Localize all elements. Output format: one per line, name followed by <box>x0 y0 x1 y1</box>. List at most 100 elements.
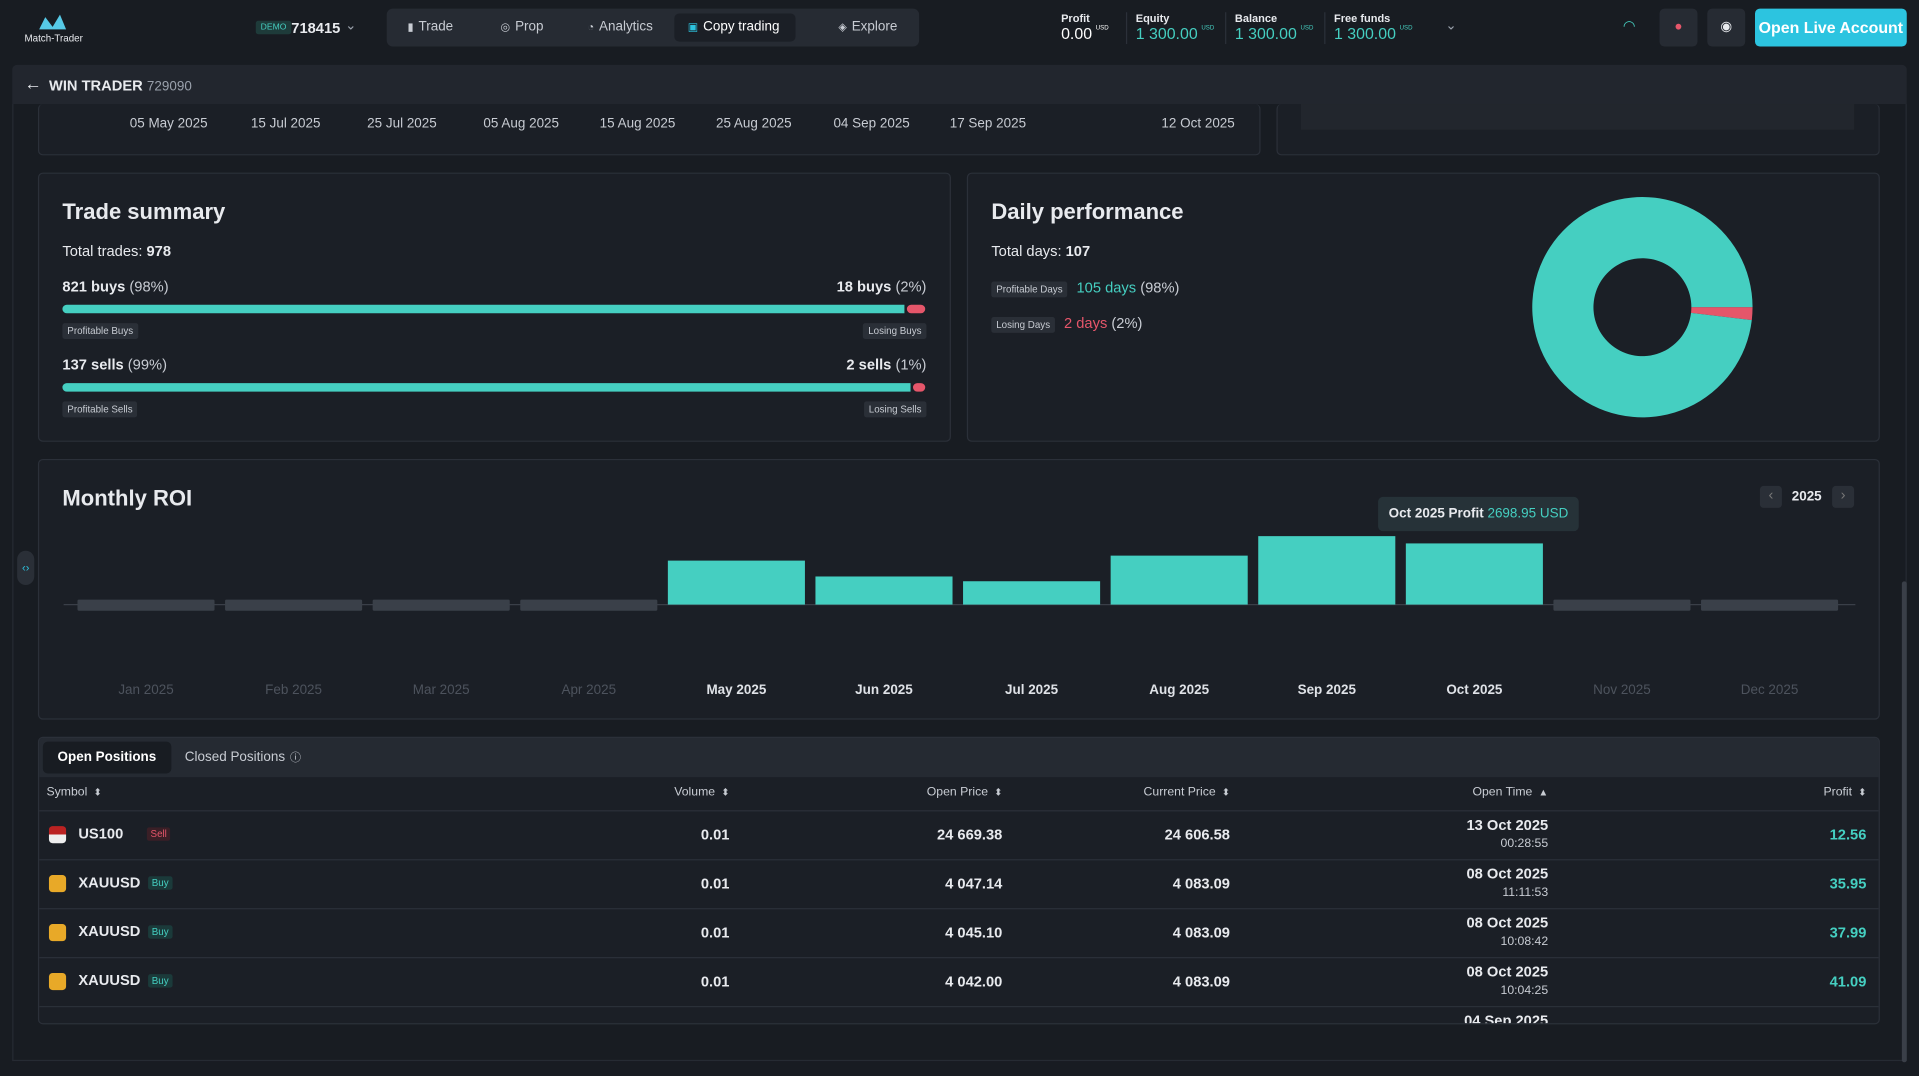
open-price: 24 669.38 <box>937 826 1002 843</box>
column-label: Symbol <box>47 786 88 799</box>
stat-unit: USD <box>1300 24 1313 31</box>
profitable-days: Profitable Days 105 days (98%) <box>991 279 1179 296</box>
pct: (98%) <box>129 278 168 295</box>
stat-divider <box>1324 12 1325 44</box>
profit: 41.09 <box>1830 973 1867 990</box>
x-label: Apr 2025 <box>561 682 616 697</box>
scrollbar[interactable] <box>1902 581 1907 1062</box>
symbol: US100 <box>78 825 123 842</box>
top-right-panel <box>1276 104 1879 155</box>
symbol-icon <box>49 924 66 941</box>
donut <box>1520 185 1765 430</box>
unit: sells <box>91 356 124 373</box>
sort-icon: ⬍ <box>1858 787 1866 798</box>
x-label: Aug 2025 <box>1149 682 1209 697</box>
column-header[interactable]: Volume⬍ <box>674 786 729 799</box>
nav-item[interactable]: ◎Prop <box>501 13 544 41</box>
total-value: 978 <box>147 242 172 259</box>
bar <box>963 581 1100 604</box>
nav-icon: ◎ <box>501 21 511 33</box>
profile[interactable]: ◉ <box>1707 9 1745 47</box>
volume: 0.01 <box>701 875 730 892</box>
losing-days: Losing Days 2 days (2%) <box>991 315 1142 332</box>
nav-item[interactable]: ▮Trade <box>408 13 454 41</box>
tab[interactable]: Open Positions <box>43 742 171 774</box>
trader-id: 729090 <box>147 80 192 95</box>
trader-name: WIN TRADER 729090 <box>49 77 192 94</box>
stat-unit: USD <box>1096 24 1109 31</box>
column-label: Profit <box>1823 786 1852 799</box>
row-divider <box>39 1006 1878 1007</box>
notifications[interactable]: ● <box>1660 9 1698 47</box>
pct: (2%) <box>1111 315 1142 332</box>
profit: 12.56 <box>1830 826 1867 843</box>
sort-icon: ⬍ <box>1222 787 1230 798</box>
bar <box>815 576 952 604</box>
stat-value: 1 300.00USD <box>1235 24 1314 42</box>
count: 18 <box>837 278 853 295</box>
stat-value: 0.00USD <box>1061 24 1109 42</box>
empty-bar <box>373 600 510 611</box>
days: 105 <box>1076 279 1101 296</box>
row-divider <box>39 859 1878 860</box>
unit: sells <box>859 356 892 373</box>
nav-item[interactable]: ▣Copy trading <box>674 13 795 41</box>
account-badge: DEMO <box>256 21 291 34</box>
open-price: 4 045.10 <box>945 924 1002 941</box>
symbol: XAUUSD <box>78 923 140 940</box>
row-divider <box>39 957 1878 958</box>
account-id[interactable]: 718415 <box>291 20 340 37</box>
label-tag: Losing Days <box>991 317 1055 333</box>
title: Daily performance <box>991 199 1183 225</box>
label-tag: Profitable Sells <box>62 401 137 417</box>
nav-item[interactable]: ◔Analytics <box>587 13 652 41</box>
open-date: 13 Oct 2025 <box>1467 816 1549 833</box>
label-tag: Losing Buys <box>863 323 926 339</box>
column-header[interactable]: Symbol ⬍ <box>47 786 102 799</box>
stat-label: Equity <box>1136 12 1170 24</box>
empty-bar <box>520 600 657 611</box>
total-value: 107 <box>1066 242 1091 259</box>
profitable-count: 137 sells (99%) <box>62 356 167 373</box>
back[interactable]: ← <box>24 73 41 93</box>
monthly-roi: Monthly ROI‹2025›Jan 2025Feb 2025Mar 202… <box>38 459 1880 720</box>
row-divider <box>39 908 1878 909</box>
current-price: 4 083.09 <box>1173 924 1230 941</box>
bar <box>1406 543 1543 604</box>
date-label: 17 Sep 2025 <box>950 116 1026 131</box>
x-label: Sep 2025 <box>1298 682 1357 697</box>
sort-icon: ⬍ <box>93 787 101 798</box>
subheader <box>12 65 1907 104</box>
column-label: Open Price <box>927 786 988 799</box>
total-label: Total days: <box>991 242 1061 259</box>
open-time: 10:08:42 <box>1501 935 1549 948</box>
losing-bar <box>907 305 926 314</box>
unit: buys <box>91 278 125 295</box>
column-label: Open Time <box>1472 786 1532 799</box>
bar <box>1111 556 1248 605</box>
tooltip-unit: USD <box>1540 507 1568 522</box>
title: Trade summary <box>62 199 225 225</box>
nav-label: Trade <box>418 20 453 35</box>
losing-count: 2 sells (1%) <box>846 356 926 373</box>
open-date: 04 Sep 2025 <box>1464 1012 1548 1024</box>
open-live-account[interactable]: Open Live Account <box>1755 9 1907 47</box>
side-badge: Buy <box>148 974 172 987</box>
stat-value: 1 300.00USD <box>1136 24 1215 42</box>
side-toggle[interactable]: ‹› <box>17 551 34 585</box>
nav-item[interactable]: ◈Explore <box>838 13 897 41</box>
top-chart: 05 May 202515 Jul 202525 Jul 202505 Aug … <box>38 104 1261 155</box>
chevron[interactable]: ⌄ <box>345 17 356 33</box>
current-price: 4 083.09 <box>1173 973 1230 990</box>
column-header[interactable]: Open Time▲ <box>1472 786 1548 799</box>
stats-chevron[interactable]: ⌄ <box>1445 17 1456 33</box>
header-divider <box>39 810 1878 811</box>
stat-label: Free funds <box>1334 12 1390 24</box>
x-label: Nov 2025 <box>1593 682 1651 697</box>
side-badge: Buy <box>148 876 172 889</box>
column-header[interactable]: Current Price⬍ <box>1144 786 1230 799</box>
x-label: Jan 2025 <box>118 682 173 697</box>
tab[interactable]: Closed Positionsⓘ <box>185 742 301 774</box>
column-header[interactable]: Profit ⬍ <box>1823 786 1866 799</box>
column-header[interactable]: Open Price⬍ <box>927 786 1003 799</box>
